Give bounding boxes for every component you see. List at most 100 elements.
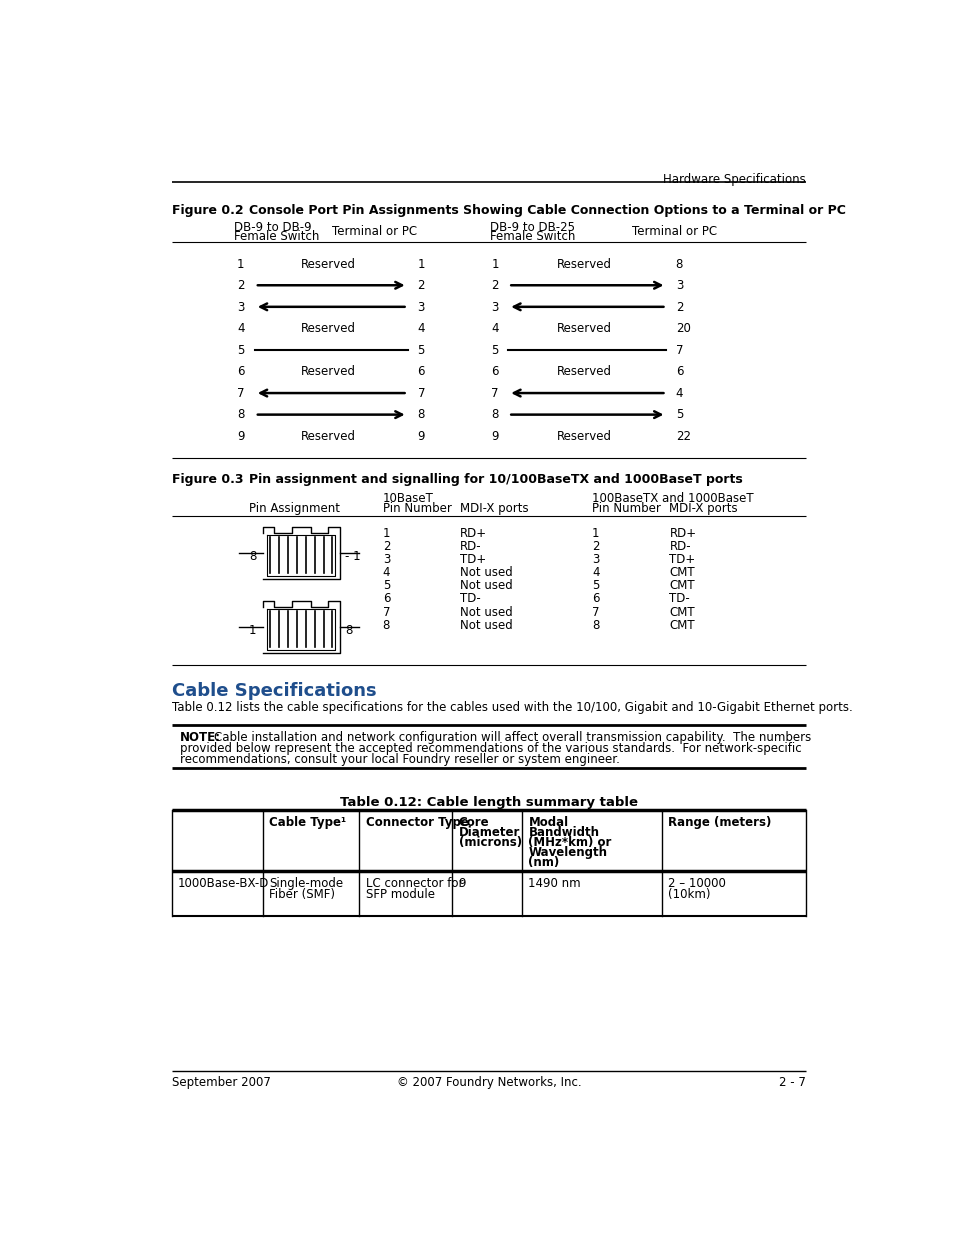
Text: Core: Core bbox=[458, 816, 489, 829]
Text: 6: 6 bbox=[675, 366, 682, 378]
Text: 2: 2 bbox=[491, 279, 498, 293]
Text: 7: 7 bbox=[675, 343, 682, 357]
Text: Table 0.12: Cable length summary table: Table 0.12: Cable length summary table bbox=[339, 795, 638, 809]
Text: 1: 1 bbox=[491, 258, 498, 270]
Text: CMT: CMT bbox=[669, 579, 695, 593]
Text: (nm): (nm) bbox=[528, 856, 559, 869]
Text: TD-: TD- bbox=[669, 593, 690, 605]
Text: 2 – 10000: 2 – 10000 bbox=[667, 877, 725, 890]
Text: Not used: Not used bbox=[459, 619, 513, 631]
Text: 8: 8 bbox=[417, 409, 424, 421]
Text: 6: 6 bbox=[491, 366, 498, 378]
Text: 20: 20 bbox=[675, 322, 690, 335]
Text: RD+: RD+ bbox=[459, 527, 487, 540]
Text: Reserved: Reserved bbox=[301, 258, 355, 270]
Text: recommendations, consult your local Foundry reseller or system engineer.: recommendations, consult your local Foun… bbox=[179, 752, 618, 766]
Text: 2: 2 bbox=[382, 540, 390, 553]
Text: Pin assignment and signalling for 10/100BaseTX and 1000BaseT ports: Pin assignment and signalling for 10/100… bbox=[249, 473, 742, 487]
Text: 8: 8 bbox=[249, 550, 256, 563]
Text: Not used: Not used bbox=[459, 579, 513, 593]
Text: 22: 22 bbox=[675, 430, 690, 443]
Text: 3: 3 bbox=[592, 553, 598, 566]
Text: 8: 8 bbox=[675, 258, 682, 270]
Text: SFP module: SFP module bbox=[365, 888, 435, 902]
Text: MDI-X ports: MDI-X ports bbox=[459, 503, 528, 515]
Text: 5: 5 bbox=[236, 343, 244, 357]
Text: Reserved: Reserved bbox=[301, 366, 355, 378]
Text: (MHz*km) or: (MHz*km) or bbox=[528, 836, 611, 848]
Text: Figure 0.3: Figure 0.3 bbox=[172, 473, 243, 487]
Text: 2: 2 bbox=[675, 300, 682, 314]
Text: 5: 5 bbox=[382, 579, 390, 593]
Text: Pin Number: Pin Number bbox=[382, 503, 451, 515]
Text: NOTE:: NOTE: bbox=[179, 731, 220, 745]
Text: Single-mode: Single-mode bbox=[269, 877, 342, 890]
Text: - 1: - 1 bbox=[344, 550, 360, 563]
Text: 3: 3 bbox=[417, 300, 424, 314]
Text: 8: 8 bbox=[344, 624, 352, 637]
Text: 8: 8 bbox=[592, 619, 598, 631]
Text: Reserved: Reserved bbox=[301, 430, 355, 443]
Text: 1490 nm: 1490 nm bbox=[528, 877, 580, 890]
Text: 5: 5 bbox=[592, 579, 598, 593]
Text: Reserved: Reserved bbox=[557, 430, 611, 443]
Text: Connector Type: Connector Type bbox=[365, 816, 468, 829]
Text: 3: 3 bbox=[675, 279, 682, 293]
Text: 1: 1 bbox=[382, 527, 390, 540]
Text: Hardware Specifications: Hardware Specifications bbox=[662, 173, 805, 185]
Text: 4: 4 bbox=[592, 567, 598, 579]
Text: © 2007 Foundry Networks, Inc.: © 2007 Foundry Networks, Inc. bbox=[396, 1076, 580, 1089]
Text: Terminal or PC: Terminal or PC bbox=[332, 225, 417, 238]
Text: 7: 7 bbox=[417, 387, 425, 400]
Text: 1: 1 bbox=[249, 624, 256, 637]
Text: Reserved: Reserved bbox=[301, 322, 355, 335]
Text: 3: 3 bbox=[491, 300, 498, 314]
Text: 5: 5 bbox=[675, 409, 682, 421]
Text: Cable installation and network configuration will affect overall transmission ca: Cable installation and network configura… bbox=[213, 731, 810, 745]
Text: 1000Base-BX-D: 1000Base-BX-D bbox=[178, 877, 270, 890]
Text: Female Switch: Female Switch bbox=[489, 230, 575, 243]
Text: 4: 4 bbox=[675, 387, 682, 400]
Text: 1: 1 bbox=[592, 527, 598, 540]
Text: Reserved: Reserved bbox=[557, 322, 611, 335]
Text: 2 - 7: 2 - 7 bbox=[779, 1076, 805, 1089]
Text: CMT: CMT bbox=[669, 567, 695, 579]
Text: 9: 9 bbox=[491, 430, 498, 443]
Text: 5: 5 bbox=[491, 343, 498, 357]
Text: Fiber (SMF): Fiber (SMF) bbox=[269, 888, 335, 902]
Text: 100BaseTX and 1000BaseT: 100BaseTX and 1000BaseT bbox=[592, 492, 753, 505]
Text: (10km): (10km) bbox=[667, 888, 710, 902]
Text: 10BaseT: 10BaseT bbox=[382, 492, 434, 505]
Text: 6: 6 bbox=[382, 593, 390, 605]
Text: Diameter: Diameter bbox=[458, 826, 519, 839]
Text: 6: 6 bbox=[236, 366, 244, 378]
Text: 9: 9 bbox=[417, 430, 425, 443]
Text: CMT: CMT bbox=[669, 605, 695, 619]
Text: Figure 0.2: Figure 0.2 bbox=[172, 204, 243, 216]
Text: 7: 7 bbox=[236, 387, 244, 400]
Text: Wavelength: Wavelength bbox=[528, 846, 607, 858]
Text: DB-9 to DB-25: DB-9 to DB-25 bbox=[489, 221, 574, 233]
Text: TD+: TD+ bbox=[669, 553, 695, 566]
Text: 6: 6 bbox=[592, 593, 598, 605]
Text: 7: 7 bbox=[491, 387, 498, 400]
Text: 2: 2 bbox=[417, 279, 425, 293]
Text: Reserved: Reserved bbox=[557, 258, 611, 270]
Text: RD+: RD+ bbox=[669, 527, 696, 540]
Text: 2: 2 bbox=[592, 540, 598, 553]
Text: Terminal or PC: Terminal or PC bbox=[631, 225, 716, 238]
Text: MDI-X ports: MDI-X ports bbox=[669, 503, 738, 515]
Text: Pin Assignment: Pin Assignment bbox=[249, 503, 340, 515]
Text: CMT: CMT bbox=[669, 619, 695, 631]
Text: 4: 4 bbox=[236, 322, 244, 335]
Text: 9: 9 bbox=[458, 877, 466, 890]
Text: Not used: Not used bbox=[459, 567, 513, 579]
Text: RD-: RD- bbox=[669, 540, 690, 553]
Text: 8: 8 bbox=[236, 409, 244, 421]
Text: 8: 8 bbox=[382, 619, 390, 631]
Text: TD+: TD+ bbox=[459, 553, 486, 566]
Text: Table 0.12 lists the cable specifications for the cables used with the 10/100, G: Table 0.12 lists the cable specification… bbox=[172, 701, 852, 714]
Text: 6: 6 bbox=[417, 366, 425, 378]
Text: September 2007: September 2007 bbox=[172, 1076, 271, 1089]
Text: DB-9 to DB-9: DB-9 to DB-9 bbox=[233, 221, 312, 233]
